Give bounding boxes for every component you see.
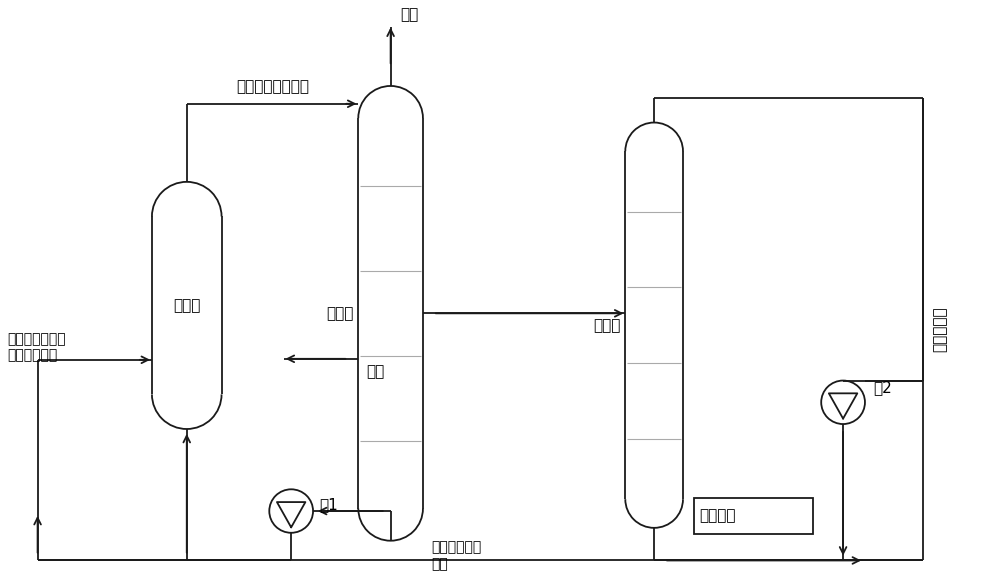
Polygon shape: [625, 122, 683, 528]
Text: 泵1: 泵1: [319, 497, 338, 512]
Text: 烷基化油: 烷基化油: [699, 508, 735, 524]
Text: 泵2: 泵2: [873, 380, 892, 395]
Polygon shape: [358, 86, 423, 541]
Text: 循环异丁烷: 循环异丁烷: [933, 307, 948, 352]
Text: 氢气: 氢气: [366, 364, 384, 378]
Text: 临氢塔: 临氢塔: [326, 306, 353, 321]
Text: 烷基化原料（异
丁烷与丁烯）: 烷基化原料（异 丁烷与丁烯）: [8, 332, 66, 362]
FancyBboxPatch shape: [694, 498, 813, 534]
Text: 反应器: 反应器: [173, 298, 200, 313]
Text: 氢气: 氢气: [401, 6, 419, 22]
Text: 异丁烷与反应产物: 异丁烷与反应产物: [236, 79, 309, 94]
Text: 异丁烷与反应
产物: 异丁烷与反应 产物: [431, 541, 481, 571]
Polygon shape: [152, 182, 222, 429]
Text: 分馏塔: 分馏塔: [593, 318, 620, 333]
